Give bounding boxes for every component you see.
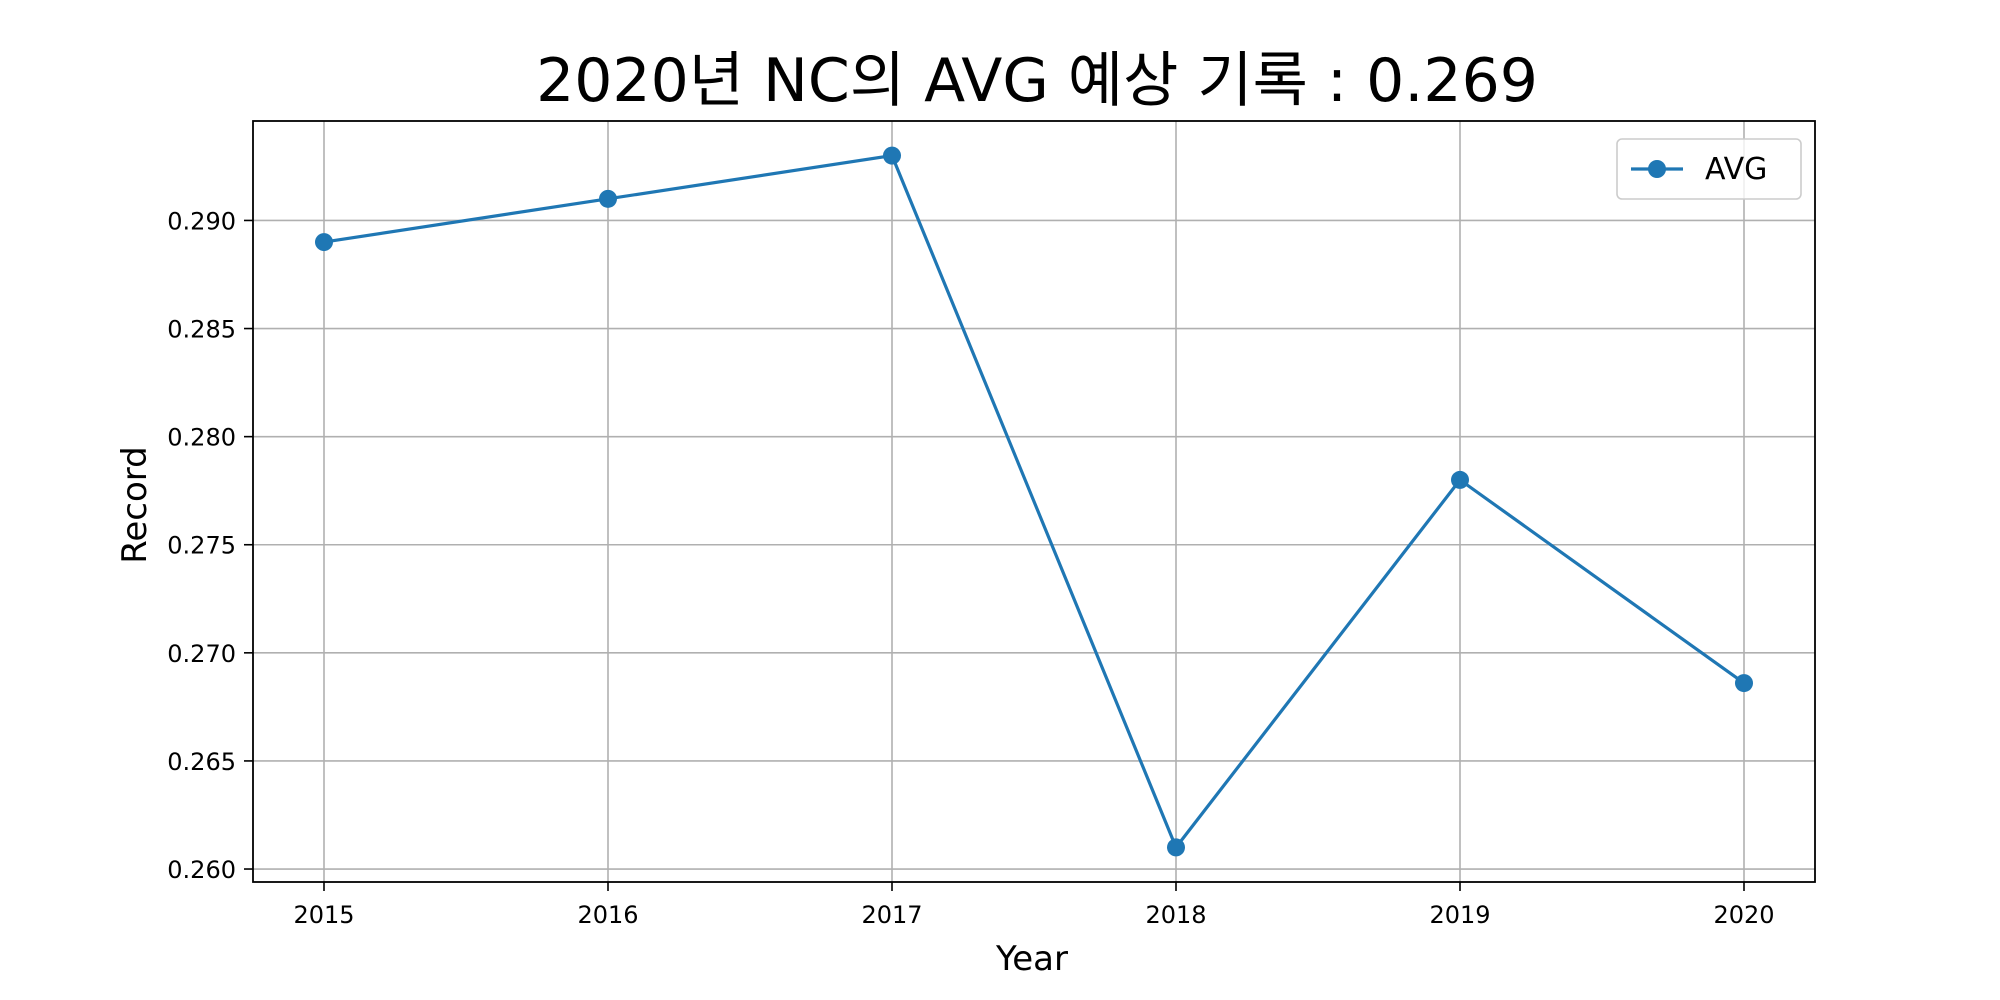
x-tick-label: 2016 (577, 901, 638, 929)
legend: AVG (1616, 138, 1802, 200)
x-tick-label: 2018 (1145, 901, 1206, 929)
x-axis-label: Year (995, 939, 1068, 979)
grid (253, 121, 1815, 882)
series-lines (323, 153, 1745, 850)
y-tick-label: 0.260 (167, 856, 236, 884)
data-point (1167, 838, 1185, 857)
data-point (883, 146, 901, 165)
data-point (315, 233, 333, 252)
series-line-avg (323, 153, 1745, 850)
data-point (1451, 470, 1469, 489)
y-tick-label: 0.275 (167, 532, 236, 560)
y-tick-label: 0.265 (167, 748, 236, 776)
x-tick-label: 2015 (293, 901, 354, 929)
x-tick-label: 2019 (1429, 901, 1490, 929)
axis-ticks: 2015 2016 2017 2018 2019 2020 0.260 0.265 0.270 0… (167, 207, 1774, 929)
x-tick-label: 2017 (861, 901, 922, 929)
chart-title: 2020년 NC의 AVG 예상 기록 : 0.269 (536, 46, 1538, 116)
legend-label: AVG (1705, 152, 1767, 187)
x-tick-label: 2020 (1713, 901, 1774, 929)
series-markers (315, 146, 1753, 857)
legend-box (1616, 138, 1802, 200)
y-tick-label: 0.290 (167, 207, 236, 235)
data-point (599, 189, 617, 208)
y-axis-label: Record (115, 446, 155, 563)
y-tick-label: 0.280 (167, 424, 236, 452)
data-point (1735, 674, 1753, 693)
plot-frame (252, 120, 1816, 883)
y-tick-label: 0.285 (167, 316, 236, 344)
y-tick-label: 0.270 (167, 640, 236, 668)
legend-marker (1648, 160, 1666, 178)
